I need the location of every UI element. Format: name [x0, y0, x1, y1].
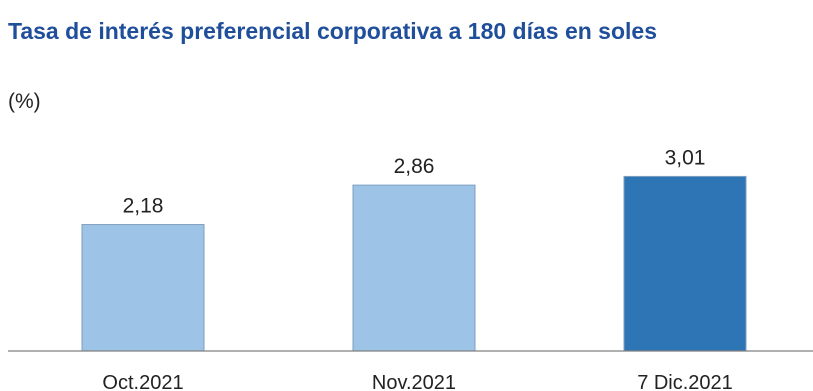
bar-value-label-2: 2,86	[394, 155, 435, 178]
bar-value-label-3: 3,01	[665, 146, 706, 169]
x-tick-label-1: Oct.2021	[102, 372, 183, 391]
x-axis-tick-labels: Oct.2021 Nov.2021 7 Dic.2021	[102, 372, 732, 391]
bar-value-label-1: 2,18	[123, 195, 164, 218]
bar-3	[623, 175, 747, 352]
bar-2	[352, 184, 476, 352]
chart-title: Tasa de interés preferencial corporativa…	[8, 18, 657, 44]
bars-group	[81, 175, 747, 352]
x-tick-label-3: 7 Dic.2021	[637, 372, 733, 391]
bar-value-labels: 2,18 2,86 3,01	[123, 146, 706, 217]
chart-unit-subtitle: (%)	[8, 90, 41, 113]
x-tick-label-2: Nov.2021	[372, 372, 456, 391]
bar-1	[81, 224, 205, 352]
